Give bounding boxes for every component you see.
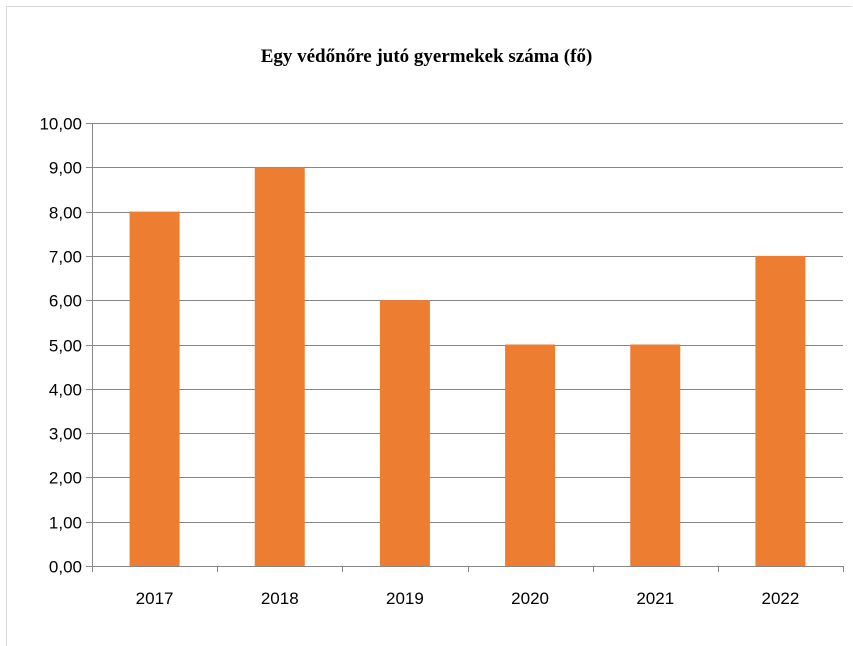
x-tick-label: 2018 [261, 589, 299, 608]
y-tick-label: 8,00 [49, 204, 82, 223]
bar [129, 211, 180, 566]
y-tick-labels: 0,00 1,00 2,00 3,00 4,00 5,00 6,00 7,00 8,00 9,00… [39, 115, 82, 577]
bars [129, 167, 806, 567]
y-tick-label: 10,00 [39, 115, 82, 134]
x-tick-label: 2017 [136, 589, 174, 608]
bar [379, 300, 430, 566]
y-tick-label: 1,00 [49, 514, 82, 533]
y-tick-label: 0,00 [49, 558, 82, 577]
x-tick-label: 2020 [511, 589, 549, 608]
y-tick-label: 4,00 [49, 381, 82, 400]
y-tick-label: 6,00 [49, 292, 82, 311]
y-tick-label: 9,00 [49, 159, 82, 178]
bar [505, 344, 556, 566]
chart-title: Egy védőnőre jutó gyermekek száma (fő) [260, 46, 593, 67]
chart-frame [6, 6, 852, 646]
y-tick-label: 5,00 [49, 337, 82, 356]
bar [254, 167, 305, 567]
x-tick-label: 2019 [386, 589, 424, 608]
gridlines [86, 123, 843, 523]
x-tick-labels: 2017 2018 2019 2020 2021 2022 [136, 589, 800, 608]
bar [630, 344, 681, 566]
y-tick-label: 7,00 [49, 248, 82, 267]
x-tick-label: 2021 [636, 589, 674, 608]
y-tick-label: 3,00 [49, 425, 82, 444]
y-tick-label: 2,00 [49, 469, 82, 488]
bar [755, 255, 806, 566]
x-tick-label: 2022 [762, 589, 800, 608]
axes [86, 123, 844, 572]
